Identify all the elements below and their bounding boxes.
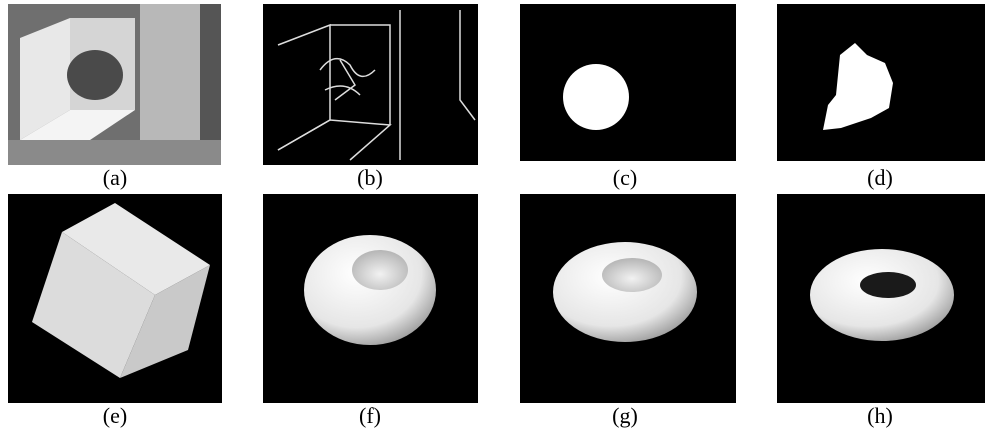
panel-label: (e) bbox=[103, 403, 127, 428]
image-e bbox=[8, 194, 222, 403]
image-c bbox=[520, 4, 736, 161]
image-h bbox=[777, 194, 985, 403]
panel-label: (h) bbox=[867, 403, 893, 428]
page: (a) (b) (c) (d) (e) (f) (g) (h) (() => {… bbox=[0, 0, 988, 436]
panel-label: (d) bbox=[867, 165, 893, 190]
figure: (a) (b) (c) (d) (e) (f) (g) (h) bbox=[0, 0, 988, 436]
panel-label: (f) bbox=[359, 403, 381, 428]
image-d bbox=[777, 4, 985, 161]
image-a bbox=[8, 4, 221, 165]
image-g bbox=[520, 194, 736, 403]
panel-label: (c) bbox=[613, 165, 637, 190]
image-b bbox=[263, 4, 478, 165]
panel-label: (a) bbox=[103, 165, 127, 190]
panel-label: (g) bbox=[612, 403, 638, 428]
image-f bbox=[263, 194, 478, 403]
panel-label: (b) bbox=[357, 165, 383, 190]
